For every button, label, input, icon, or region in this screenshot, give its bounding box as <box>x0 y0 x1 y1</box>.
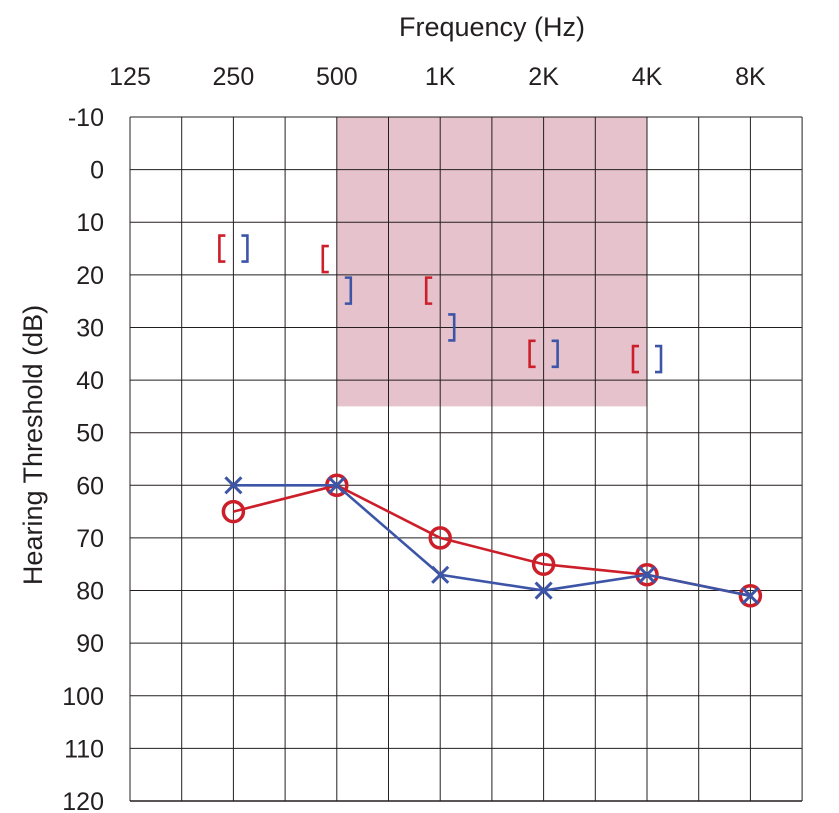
x-tick-label: 125 <box>109 63 151 91</box>
series-line <box>233 484 751 598</box>
y-tick-label: 70 <box>76 525 104 553</box>
x-tick-label: 2K <box>528 63 559 91</box>
y-tick-label: 0 <box>90 157 104 185</box>
data-point-bracket-right <box>551 339 559 369</box>
y-tick-label: 80 <box>76 578 104 606</box>
data-point-bracket-right <box>655 344 663 374</box>
y-tick-label: 50 <box>76 420 104 448</box>
y-tick-label: 10 <box>76 209 104 237</box>
x-tick-label: 8K <box>735 63 766 91</box>
y-tick-label: 100 <box>62 683 104 711</box>
data-point-circle <box>531 552 556 576</box>
data-point-x <box>327 476 346 495</box>
data-point-circle <box>635 563 659 587</box>
label-layer: 125 250 500 1K 2K 4K 8K -10 0 10 20 30 40 50 60 70 80 90 1… <box>62 63 766 813</box>
grid-layer <box>129 116 803 802</box>
data-point-circle <box>738 584 763 608</box>
y-tick-label: 40 <box>76 367 104 395</box>
y-tick-label: 60 <box>76 472 104 500</box>
y-tick-label: 110 <box>64 735 104 763</box>
data-point-x <box>534 581 553 600</box>
data-point-x <box>431 565 450 584</box>
x-tick-label: 500 <box>316 63 358 91</box>
data-point-circle <box>428 526 452 550</box>
data-point-bracket-right <box>448 313 456 342</box>
data-point-x <box>741 586 760 605</box>
data-point-bracket-left <box>424 276 433 305</box>
data-point-bracket-left <box>218 234 226 263</box>
y-tick-label: 120 <box>62 788 104 813</box>
x-axis-title: Frequency (Hz) <box>399 12 585 42</box>
data-point-bracket-right <box>344 276 353 305</box>
y-tick-label: 20 <box>76 262 104 290</box>
data-point-circle <box>221 499 246 524</box>
y-axis-title: Hearing Threshold (dB) <box>18 305 48 585</box>
x-tick-label: 4K <box>632 63 663 91</box>
y-tick-label: -10 <box>68 104 104 132</box>
data-point-bracket-left <box>528 339 536 369</box>
data-point-bracket-left <box>321 244 329 274</box>
series-layer <box>218 234 763 608</box>
data-point-x <box>224 476 243 495</box>
y-tick-label: 90 <box>76 630 104 658</box>
x-tick-label: 250 <box>213 63 255 91</box>
data-point-x <box>637 565 657 584</box>
x-tick-label: 1K <box>425 63 456 91</box>
data-point-bracket-left <box>631 344 639 374</box>
data-point-bracket-right <box>241 234 249 263</box>
y-tick-label: 30 <box>76 314 104 342</box>
